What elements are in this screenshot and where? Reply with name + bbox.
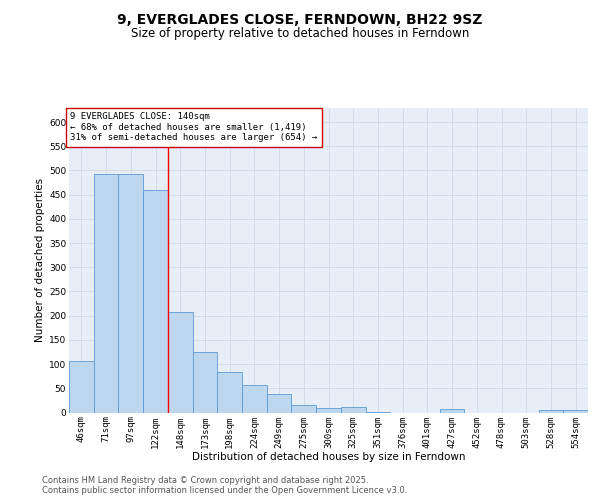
Bar	[217, 372, 242, 412]
Text: Contains HM Land Registry data © Crown copyright and database right 2025.
Contai: Contains HM Land Registry data © Crown c…	[42, 476, 407, 495]
Text: 9, EVERGLADES CLOSE, FERNDOWN, BH22 9SZ: 9, EVERGLADES CLOSE, FERNDOWN, BH22 9SZ	[118, 12, 482, 26]
Y-axis label: Number of detached properties: Number of detached properties	[35, 178, 45, 342]
Bar	[563, 410, 588, 412]
Bar	[193, 352, 217, 412]
Bar	[168, 312, 193, 412]
X-axis label: Distribution of detached houses by size in Ferndown: Distribution of detached houses by size …	[192, 452, 465, 462]
Bar	[94, 174, 118, 412]
Bar	[440, 409, 464, 412]
Bar	[341, 406, 365, 412]
Text: 9 EVERGLADES CLOSE: 140sqm
← 68% of detached houses are smaller (1,419)
31% of s: 9 EVERGLADES CLOSE: 140sqm ← 68% of deta…	[70, 112, 317, 142]
Text: Size of property relative to detached houses in Ferndown: Size of property relative to detached ho…	[131, 28, 469, 40]
Bar	[242, 385, 267, 412]
Bar	[143, 190, 168, 412]
Bar	[69, 360, 94, 412]
Bar	[292, 405, 316, 412]
Bar	[316, 408, 341, 412]
Bar	[539, 410, 563, 412]
Bar	[118, 174, 143, 412]
Bar	[267, 394, 292, 412]
